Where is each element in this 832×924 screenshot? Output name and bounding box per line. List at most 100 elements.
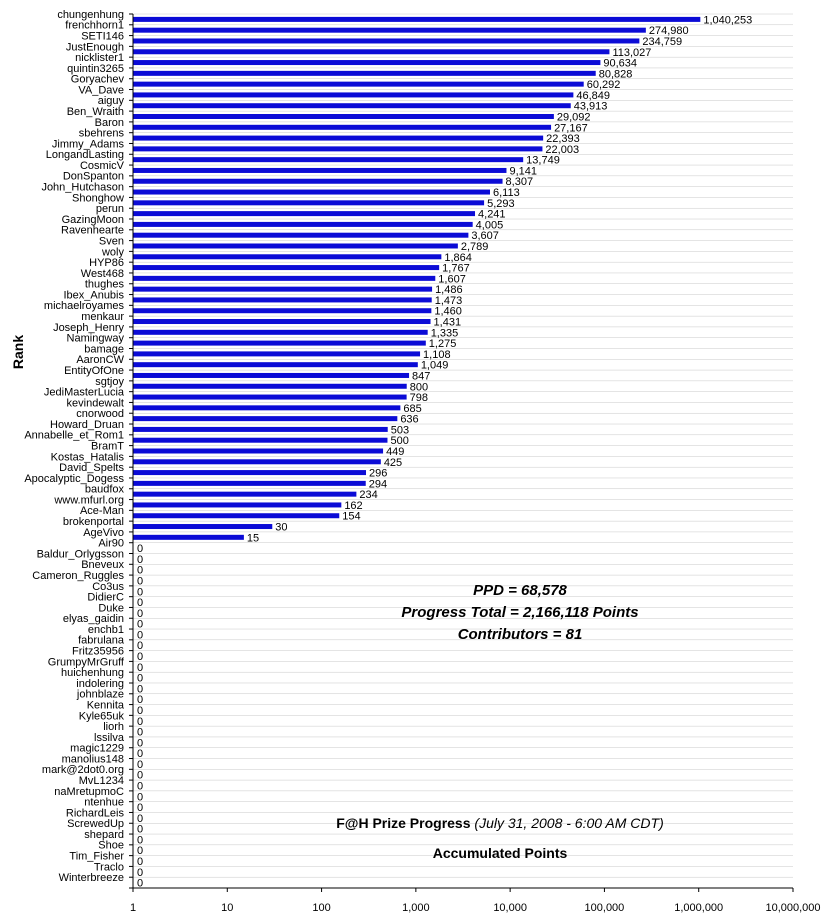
value-label: 0 [137,651,143,663]
value-label: 0 [137,673,143,685]
value-label: 503 [391,424,409,436]
value-label: 1,275 [429,338,457,350]
value-label: 296 [369,468,387,480]
value-label: 27,167 [554,122,588,134]
bar [133,38,640,44]
bar [133,426,388,432]
bar [133,49,610,55]
category-label: RichardLeis [66,807,125,819]
category-label: Joseph_Henry [53,322,124,334]
bar [133,394,407,400]
value-label: 0 [137,759,143,771]
category-label: mark@2dot0.org [42,764,124,776]
category-label: Ben_Wraith [67,106,124,118]
value-label: 685 [403,403,421,415]
bar [133,286,433,292]
chart-subtitle: Accumulated Points [432,845,568,861]
value-label: 0 [137,683,143,695]
value-label: 0 [137,597,143,609]
bar [133,351,421,357]
value-label: 0 [137,737,143,749]
bar [133,221,473,227]
bar [133,60,601,66]
x-tick-label: 10,000 [493,902,527,914]
bar [133,470,367,476]
value-label: 800 [410,381,428,393]
bar [133,189,490,195]
value-label: 22,393 [546,133,580,145]
category-label: Namingway [67,333,125,345]
category-label: chungenhung [57,9,124,21]
value-label: 449 [386,446,404,458]
value-label: 234 [359,489,377,501]
value-label: 1,486 [435,284,463,296]
value-label: 1,767 [442,263,470,275]
category-label: Fritz35956 [72,646,124,658]
value-label: 0 [137,813,143,825]
category-label: DidierC [87,592,124,604]
axes [129,13,794,892]
category-label: AaronCW [76,354,124,366]
value-label: 0 [137,694,143,706]
value-label: 1,108 [423,349,451,361]
category-label: BramT [91,441,124,453]
category-label: manolius148 [62,753,124,765]
chart-title-date: (July 31, 2008 - 6:00 AM CDT) [474,815,664,831]
value-label: 1,607 [438,273,466,285]
value-label: 0 [137,640,143,652]
bar [133,383,407,389]
category-label: michaelroyames [44,300,125,312]
bar [133,146,543,152]
category-label: John_Hutchason [41,182,124,194]
progress-total-stat: Progress Total = 2,166,118 Points [401,604,639,621]
bars [133,16,701,540]
category-label: EntityOfOne [64,365,124,377]
category-label: Ibex_Anubis [63,289,124,301]
value-label: 847 [412,370,430,382]
chart-title-main: F@H Prize Progress [336,815,471,831]
value-label: 0 [137,834,143,846]
value-label: 1,431 [434,317,462,329]
value-label: 636 [400,414,418,426]
bar [133,243,458,249]
bar [133,491,357,497]
category-label: Baron [95,117,124,129]
value-label: 80,828 [599,68,633,80]
value-label: 1,864 [444,252,472,264]
category-label: brokenportal [63,516,124,528]
value-label: 0 [137,791,143,803]
category-label: Winterbreeze [59,872,124,884]
value-label: 30 [275,522,287,534]
value-label: 6,113 [493,187,520,199]
category-label: sgtjoy [95,376,124,388]
category-label: Baldur_Orlygsson [37,548,124,560]
bar [133,319,431,325]
category-label: Tim_Fisher [69,851,124,863]
category-label: lssilva [94,732,125,744]
value-label: 425 [384,457,402,469]
category-label: Cameron_Ruggles [32,570,124,582]
category-label: huichenhung [61,667,124,679]
category-label: nicklister1 [75,52,124,64]
grid-lines [133,13,793,889]
bar [133,405,401,411]
bar [133,297,432,303]
category-label: Shonghow [72,192,124,204]
category-label: cnorwood [76,408,124,420]
category-label: Kennita [87,699,125,711]
value-label: 113,027 [612,47,651,59]
value-label: 0 [137,845,143,857]
value-label: 1,040,253 [703,14,752,26]
bar [133,178,503,184]
category-label: thughes [85,279,125,291]
value-label: 162 [344,500,362,512]
category-label: GrumpyMrGruff [48,656,125,668]
category-label: Sven [99,235,124,247]
bar [133,275,436,281]
value-label: 0 [137,802,143,814]
value-label: 154 [342,511,360,523]
category-label: JustEnough [66,41,124,53]
category-label: liorh [103,721,124,733]
value-label: 29,092 [557,112,591,124]
bar [133,103,571,109]
